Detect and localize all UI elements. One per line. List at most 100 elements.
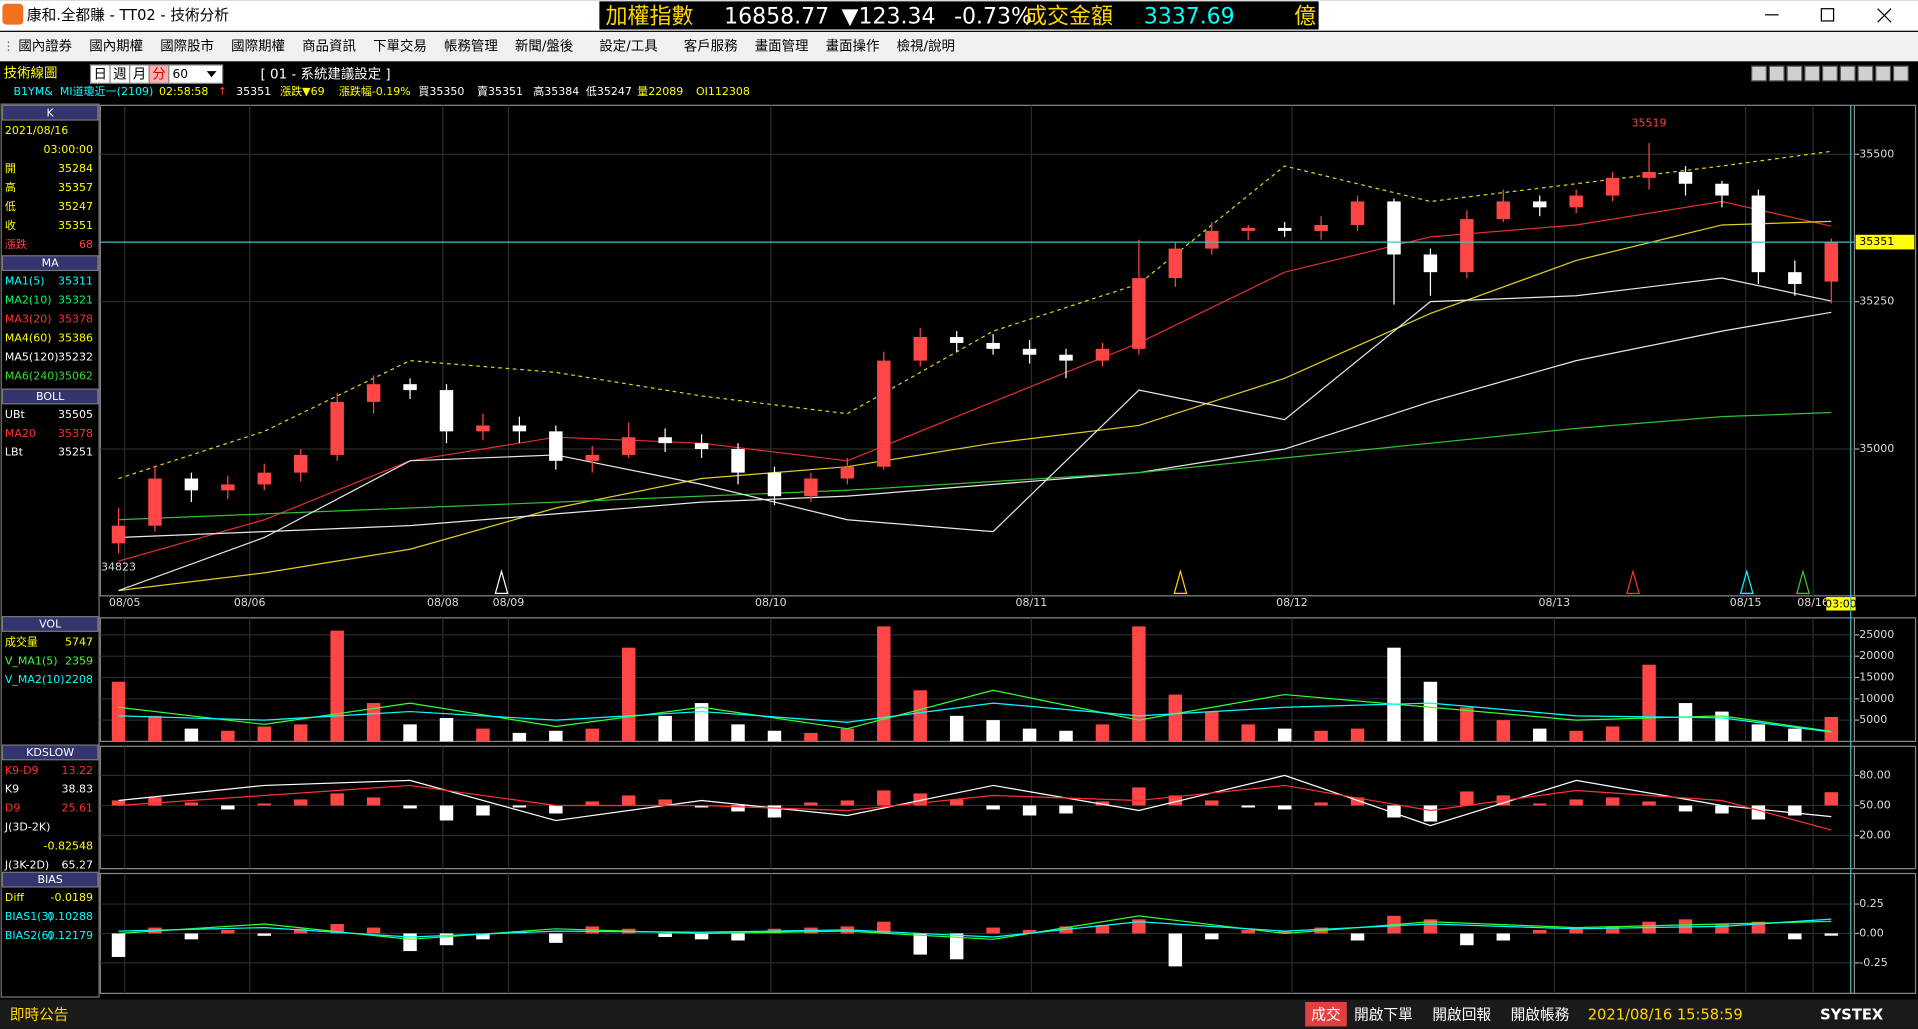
histogram-bar xyxy=(221,805,235,810)
histogram-bar xyxy=(1314,802,1328,806)
x-tick-label: 08/11 xyxy=(1016,596,1048,609)
candle-body xyxy=(767,472,782,497)
volume-bar xyxy=(1387,647,1401,742)
indicator-line xyxy=(118,411,1832,521)
side-header-bg xyxy=(1,104,99,121)
tool-icon[interactable] xyxy=(1786,65,1803,82)
y-tick-label: 80.00 xyxy=(1859,768,1891,781)
panel: 20.00 50.00 80.00 xyxy=(99,745,1917,870)
histogram-bar xyxy=(1533,929,1547,934)
side-value: 35357 xyxy=(58,181,93,194)
histogram-bar xyxy=(1132,919,1146,934)
volume-bar xyxy=(986,720,1000,742)
dropdown-arrow xyxy=(206,71,217,78)
side-label: 2021/08/16 xyxy=(5,124,68,137)
volume-bar xyxy=(111,681,126,742)
volume-bar xyxy=(694,703,709,742)
close[interactable] xyxy=(1877,8,1892,23)
tool-icon[interactable] xyxy=(1804,65,1821,82)
menu-item[interactable]: 下單交易 xyxy=(373,38,427,55)
side-value: 35232 xyxy=(58,350,93,363)
volume-bar xyxy=(184,728,199,742)
menu-item[interactable]: 商品資訊 xyxy=(302,39,356,55)
indicator-line xyxy=(118,784,1832,831)
quote-volume: 量22089 xyxy=(637,85,683,98)
status-button[interactable]: 開啟回報 xyxy=(1432,1006,1491,1023)
menu-item[interactable]: 設定/工具 xyxy=(599,39,657,55)
volume-bar xyxy=(1423,681,1438,742)
status-brand: SYSTEX xyxy=(1820,1006,1883,1023)
histogram-bar xyxy=(403,805,417,809)
window-controls xyxy=(1765,8,1892,23)
histogram-bar xyxy=(184,933,199,940)
status-button[interactable]: 開啟下單 xyxy=(1354,1006,1413,1023)
menu-item[interactable]: 畫面操作 xyxy=(826,39,880,55)
candle-body xyxy=(621,437,636,455)
histogram-bar xyxy=(1824,933,1839,936)
volume-bar xyxy=(621,647,636,742)
candle-body xyxy=(221,484,235,491)
volume-bar xyxy=(1715,711,1729,742)
window-title: 康和.全都賺 - TT02 - 技術分析 xyxy=(27,6,229,24)
side-header: BIAS xyxy=(37,873,62,886)
menu-item[interactable]: 畫面管理 xyxy=(755,39,809,55)
histogram-bar xyxy=(403,933,417,952)
menu-item[interactable]: 國際股市 xyxy=(160,38,214,55)
histogram-bar xyxy=(840,800,855,806)
x-tick-label: 08/09 xyxy=(493,596,525,609)
histogram-bar xyxy=(549,933,563,943)
tool-icon[interactable] xyxy=(1768,65,1785,82)
menu-item[interactable]: 國內期權 xyxy=(89,39,143,55)
candle-body xyxy=(184,478,199,491)
menu-bar xyxy=(0,31,1918,62)
toolbar-label: 技術線圖 xyxy=(4,66,58,82)
tool-icon[interactable] xyxy=(1821,65,1838,82)
menu-item[interactable]: 帳務管理 xyxy=(444,39,498,55)
side-header-bg xyxy=(1,388,99,405)
status-button[interactable]: 開啟帳務 xyxy=(1511,1006,1570,1023)
histogram-bar xyxy=(366,927,381,934)
tool-icon[interactable] xyxy=(1857,65,1874,82)
volume-bar xyxy=(1205,711,1219,742)
candle-body xyxy=(148,478,162,526)
side-label: 成交量 xyxy=(5,634,38,648)
histogram-bar xyxy=(1715,924,1729,934)
volume-bar xyxy=(1241,724,1255,742)
y-tick-label: 20000 xyxy=(1859,649,1894,662)
tool-icon[interactable] xyxy=(1875,65,1892,82)
histogram-bar xyxy=(1022,929,1037,934)
side-label: 開 xyxy=(5,162,16,175)
tool-icon[interactable] xyxy=(1839,65,1856,82)
menu-item[interactable]: 新聞/盤後 xyxy=(515,39,574,55)
histogram-bar xyxy=(257,803,272,806)
volume-bar xyxy=(549,730,563,742)
side-value: 35284 xyxy=(58,162,93,175)
menu-item[interactable]: 國際期權 xyxy=(231,39,285,55)
histogram-bar xyxy=(1569,927,1583,934)
interval-value: 60 xyxy=(172,67,188,81)
menu-item[interactable]: 國內證券 xyxy=(18,38,72,55)
candle-body xyxy=(1824,242,1839,282)
tool-icon[interactable] xyxy=(1892,65,1909,82)
interval-select[interactable] xyxy=(168,64,224,84)
menu-item[interactable]: 檢視/說明 xyxy=(897,38,955,55)
indicator-line xyxy=(118,702,1832,733)
tool-icon[interactable] xyxy=(1751,65,1767,82)
max-label: 35519 xyxy=(1632,116,1667,129)
status-trade[interactable]: 成交 xyxy=(1311,1005,1341,1023)
period-label: 月 xyxy=(133,68,146,83)
histogram-bar xyxy=(694,805,709,808)
candle-body xyxy=(1095,348,1110,361)
trade-bg xyxy=(1305,1001,1347,1027)
y-tick-label: -0.25 xyxy=(1859,956,1887,969)
candle-body xyxy=(1387,201,1401,255)
histogram-bar xyxy=(1350,933,1365,941)
menu-item[interactable]: 客戶服務 xyxy=(684,38,738,55)
side-value: 0.12179 xyxy=(47,929,93,942)
maximize[interactable] xyxy=(1820,8,1835,22)
side-label: MA5(120) xyxy=(5,350,59,363)
side-header: MA xyxy=(42,257,59,270)
histogram-bar xyxy=(111,800,126,806)
side-label: UBt xyxy=(5,408,26,421)
histogram-bar xyxy=(184,802,199,806)
